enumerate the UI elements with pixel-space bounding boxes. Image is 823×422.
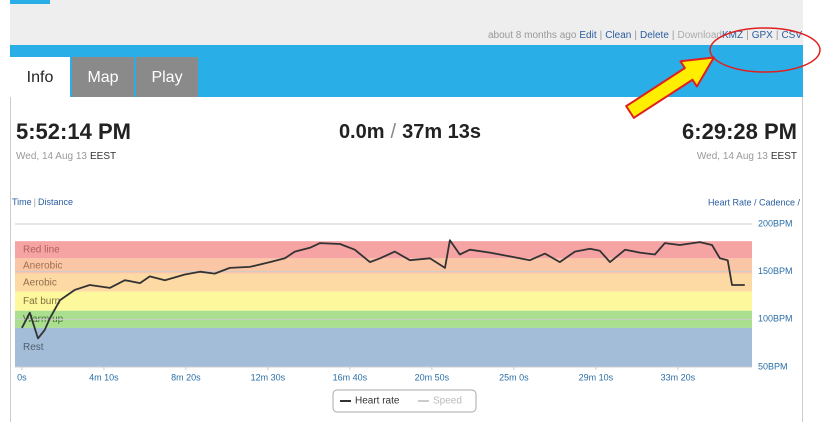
legend-label[interactable]: Heart rate [355, 396, 400, 407]
date-text: Wed, 14 Aug 13 [16, 151, 87, 162]
time: 5:52:14 PM [16, 119, 131, 144]
distance: 0.0m [339, 121, 385, 143]
download-link[interactable]: KMZ [722, 30, 743, 41]
chart-metric-switch: Heart Rate / Cadence / [708, 197, 801, 207]
duration: 37m 13s [402, 121, 481, 143]
x-tick-label: 20m 50s [415, 372, 450, 382]
legend-label[interactable]: Speed [433, 396, 462, 407]
download-link[interactable]: CSV [781, 30, 802, 41]
highlight-ellipse [709, 27, 821, 73]
y-tick-label: 100BPM [758, 314, 793, 324]
tab[interactable] [136, 57, 198, 97]
zone [15, 291, 752, 311]
x-tick-label: 33m 20s [661, 372, 696, 382]
timezone: EEST [90, 151, 116, 162]
separator: | [634, 30, 637, 41]
zone-label: Rest [23, 342, 44, 353]
zone [15, 241, 752, 259]
series-line [21, 239, 745, 340]
header-text: about 8 months ago Edit | Clean | Delete | Down… [488, 30, 802, 41]
action-link[interactable]: Clean [605, 30, 631, 41]
x-tick-label: 4m 10s [89, 372, 119, 382]
separator: | [746, 30, 749, 41]
zone-label: Red line [23, 244, 60, 255]
date: Wed, 14 Aug 13 EEST [16, 151, 116, 162]
date-text: Wed, 14 Aug 13 [697, 151, 768, 162]
legend-box [332, 389, 477, 413]
switch-link[interactable]: Time [12, 197, 32, 207]
y-tick-label: 150BPM [758, 266, 793, 276]
zone [15, 273, 752, 292]
annotation [625, 27, 821, 119]
y-tick-label: 50BPM [758, 361, 788, 371]
y-tick-label: 200BPM [758, 218, 793, 228]
switch-link[interactable]: Distance [38, 197, 73, 207]
updated: about 8 months ago [488, 30, 577, 41]
tab[interactable] [72, 57, 134, 97]
x-tick-label: 16m 40s [333, 372, 368, 382]
x-tick-label: 12m 30s [251, 372, 286, 382]
chart-axis-switch: Time | Distance [12, 197, 73, 207]
action-link[interactable]: Delete [640, 30, 669, 41]
tab[interactable] [10, 57, 70, 97]
time: 6:29:28 PM [682, 119, 797, 144]
zone-label: Aerobic [23, 277, 57, 288]
separator: | [672, 30, 675, 41]
x-tick-label: 29m 10s [579, 372, 614, 382]
date: Wed, 14 Aug 13 EEST [697, 151, 797, 162]
zone-label: Fat burn [23, 296, 60, 307]
zone [15, 327, 752, 367]
top-accent [10, 0, 50, 4]
timezone: EEST [771, 151, 797, 162]
x-tick-label: 0s [17, 372, 27, 382]
separator: | [34, 197, 36, 207]
separator: / [391, 121, 397, 143]
separator: | [600, 30, 603, 41]
action-link[interactable]: Edit [579, 30, 596, 41]
zone-label: Anerobic [23, 261, 62, 272]
x-tick-label: 25m 0s [499, 372, 529, 382]
download-label: Download [678, 30, 722, 41]
tab-label: Info [27, 69, 54, 86]
tab-label: Map [87, 69, 118, 86]
arrow-shape [625, 56, 715, 119]
zone [15, 258, 752, 274]
tab-label: Play [151, 69, 182, 86]
top-bar [10, 0, 803, 45]
x-tick-label: 8m 20s [171, 372, 201, 382]
summary: 0.0m /37m 13s [339, 121, 481, 143]
download-link[interactable]: GPX [752, 30, 773, 41]
separator: | [776, 30, 779, 41]
arrow [625, 56, 715, 119]
